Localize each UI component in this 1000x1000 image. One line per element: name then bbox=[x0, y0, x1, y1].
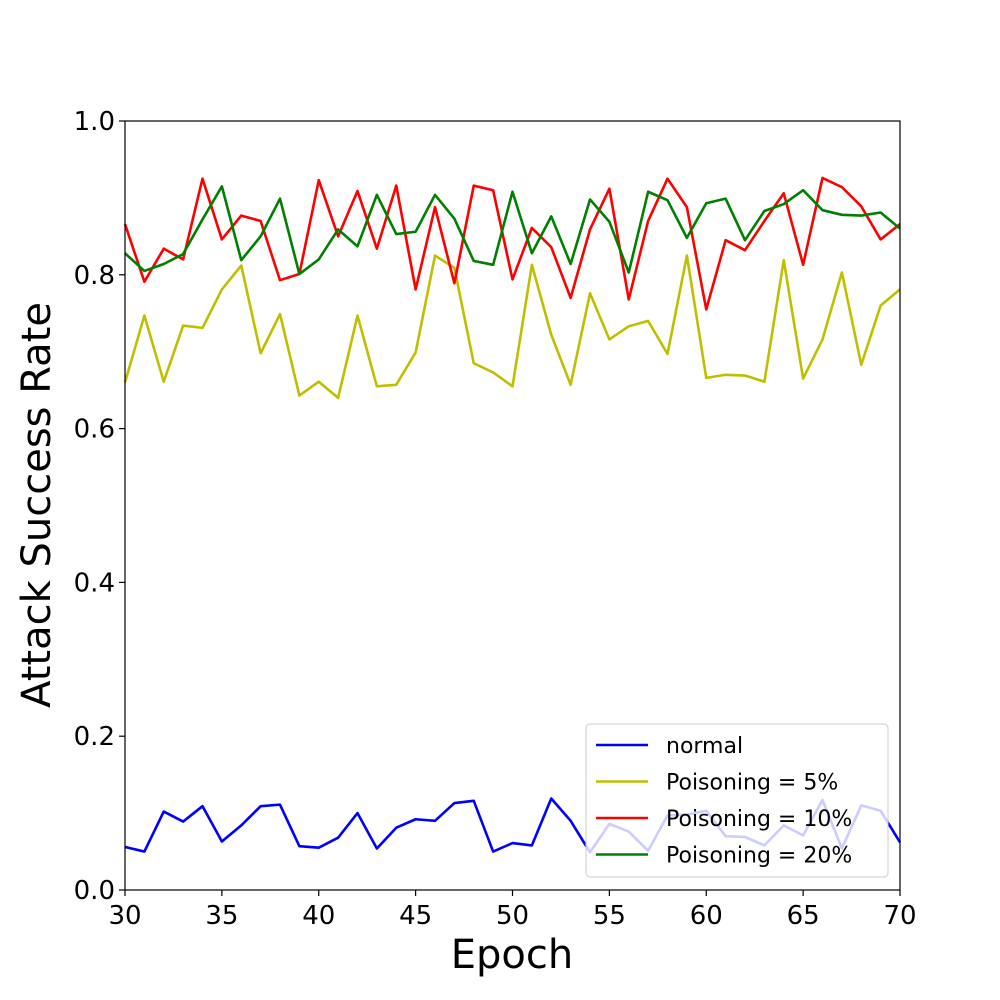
y-tick-label: 0.0 bbox=[74, 876, 115, 906]
legend-label-3: Poisoning = 20% bbox=[666, 844, 852, 869]
y-tick-label: 0.2 bbox=[74, 722, 115, 752]
y-axis-title: Attack Success Rate bbox=[14, 302, 60, 708]
x-axis-title: Epoch bbox=[451, 932, 573, 978]
x-tick-label: 55 bbox=[593, 901, 626, 931]
legend-label-2: Poisoning = 10% bbox=[666, 807, 852, 832]
legend-box bbox=[585, 723, 889, 878]
x-tick-label: 35 bbox=[205, 901, 238, 931]
series-line-2 bbox=[123, 176, 901, 311]
x-tick-label: 40 bbox=[302, 901, 335, 931]
y-axis: 0.0 0.2 0.4 0.6 0.8 1.0 bbox=[74, 107, 125, 906]
x-tick-label: 60 bbox=[690, 901, 723, 931]
x-axis: 30 35 40 45 50 55 60 65 70 bbox=[108, 890, 917, 931]
y-tick-label: 0.4 bbox=[74, 568, 115, 598]
y-tick-label: 0.6 bbox=[74, 415, 115, 445]
y-tick-label: 0.8 bbox=[74, 261, 115, 291]
x-tick-label: 65 bbox=[787, 901, 820, 931]
series-line-1 bbox=[123, 254, 901, 400]
x-tick-label: 30 bbox=[108, 901, 141, 931]
x-tick-label: 50 bbox=[496, 901, 529, 931]
legend-label-0: normal bbox=[666, 734, 743, 759]
series-line-3 bbox=[124, 185, 901, 276]
y-tick-label: 1.0 bbox=[74, 107, 115, 137]
legend: normal Poisoning = 5% Poisoning = 10% Poiso… bbox=[585, 723, 889, 878]
x-tick-label: 45 bbox=[399, 901, 432, 931]
legend-label-1: Poisoning = 5% bbox=[666, 771, 838, 796]
x-tick-label: 70 bbox=[883, 901, 916, 931]
